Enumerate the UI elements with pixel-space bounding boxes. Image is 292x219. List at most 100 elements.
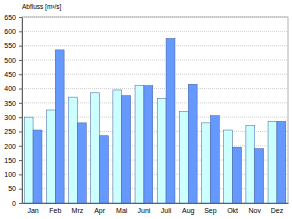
tick-mark [19,31,22,32]
tick: 500 [4,57,22,64]
bar [179,111,188,203]
bar [122,96,131,203]
grid-line [22,45,288,46]
axis-line [23,203,289,204]
bar [135,86,144,203]
tick-label: Apr [94,207,106,215]
tick-label: 450 [4,71,16,78]
chart: 0 50 100 150 200 250 300 350 400 450 500 550 600 650 J… [0,0,292,219]
bars [24,38,286,203]
tick: Juni [137,203,150,214]
tick-mark [19,17,22,18]
bar [33,130,42,203]
tick-label: Mrz [72,207,84,214]
tick: 150 [4,157,22,164]
bar [255,149,264,203]
tick-label: Sep [204,207,217,215]
bar [210,116,219,203]
bar [24,117,33,203]
bar [268,121,277,203]
grid [22,17,288,203]
tick-label: 150 [4,157,16,164]
tick-label: Jan [27,207,38,214]
tick-label: 300 [4,114,16,121]
tick-label: 250 [4,128,16,135]
tick: 300 [4,114,22,121]
series [33,38,286,203]
tick-label: 100 [4,171,16,178]
tick-mark [19,103,22,104]
bar [113,90,122,203]
tick-label: 650 [4,14,16,21]
x-axis: Jan Feb Mrz Apr Mai Juni Juli Aug Sep Okt Nov Dez [23,203,289,215]
tick: 550 [4,42,22,49]
bar [69,97,78,203]
tick-mark [19,146,22,147]
tick: 650 [4,14,22,21]
tick-label: 200 [4,143,16,150]
tick: 50 [8,185,22,192]
bar [157,99,166,203]
tick: Juli [161,203,172,214]
tick-label: 600 [4,28,16,35]
tick-label: 500 [4,57,16,64]
bar [277,121,286,203]
tick: 100 [4,171,22,178]
bar [77,123,86,203]
bar [233,147,242,203]
tick: Sep [204,203,217,215]
bar [91,93,100,203]
tick-label: 550 [4,42,16,49]
tick: Dez [271,203,284,214]
bar [166,38,175,203]
tick-label: 350 [4,100,16,107]
tick-label: Mai [116,207,128,214]
bar [188,84,197,203]
tick: Apr [94,203,106,215]
tick-mark [19,174,22,175]
bar [202,123,211,203]
bar [55,50,64,203]
tick-label: 400 [4,85,16,92]
tick: 0 [12,200,22,207]
tick-mark [19,60,22,61]
tick-label: Aug [182,207,195,215]
tick: 600 [4,28,22,35]
bar [246,126,255,203]
plot: 0 50 100 150 200 250 300 350 400 450 500 550 600 650 J… [4,14,288,215]
tick: Okt [227,203,238,214]
tick-label: Okt [227,207,238,214]
tick: Mai [116,203,128,214]
tick: Feb [49,203,61,214]
tick: 250 [4,128,22,135]
tick-mark [19,131,22,132]
axis-line [22,18,23,204]
tick: Jan [27,203,38,214]
tick: 350 [4,100,22,107]
tick-mark [19,117,22,118]
bar [144,86,153,203]
tick-mark [19,160,22,161]
tick-mark [19,89,22,90]
plot-frame [22,17,288,203]
tick-label: Feb [49,207,61,214]
grid-line [22,31,288,32]
tick-mark [19,74,22,75]
tick-mark [19,189,22,190]
tick: 200 [4,143,22,150]
bar [46,110,55,203]
tick: 400 [4,85,22,92]
tick-mark [19,203,22,204]
tick-label: 50 [8,185,16,192]
bar [100,136,109,203]
tick-label: Juni [137,207,150,214]
tick: Nov [249,203,262,214]
bar [224,130,233,203]
tick: Mrz [72,203,84,214]
tick-label: Juli [161,207,172,214]
tick-label: Dez [271,207,284,214]
tick-mark [19,46,22,47]
tick-label: Nov [249,207,262,214]
y-axis: 0 50 100 150 200 250 300 350 400 450 500 550 600 650 [4,14,22,207]
axis-title: Abfluss [m³/s] [22,3,62,11]
